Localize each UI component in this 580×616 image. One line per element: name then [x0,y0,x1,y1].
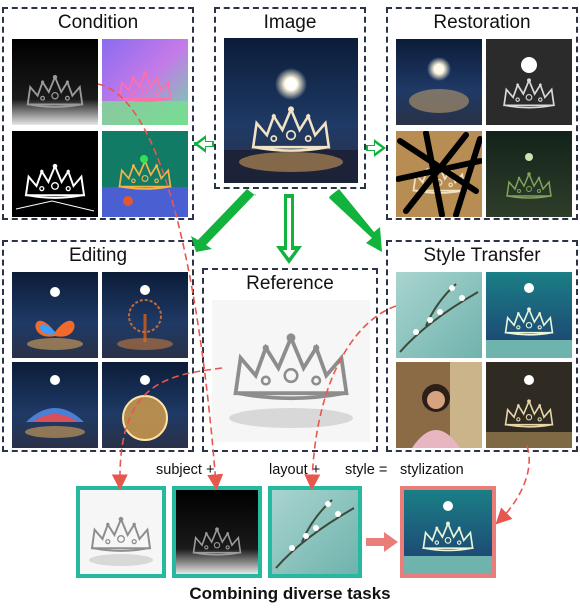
green-arrow-to-restoration [366,139,386,157]
combo-depth-crown [172,486,262,578]
restoration-panel: Restoration [386,7,578,220]
style-thumb-almond-blossom [396,272,482,358]
caption-subject: subject + [156,462,214,478]
combo-stylization-result [400,486,496,578]
style-thumb-portrait-crown [486,362,572,448]
dashed-arrow-style-to-result [500,446,529,520]
combo-almond-style [268,486,362,578]
source-image-crown [224,38,358,183]
reference-image-crown [212,300,370,442]
editing-thumb-umbrella [12,362,98,448]
condition-panel: Condition [2,7,194,220]
green-arrow-to-condition [194,135,214,153]
editing-thumb-glass-sphere [102,362,188,448]
condition-thumb-depth-gray [12,39,98,125]
condition-thumb-canny-edges [12,131,98,217]
reference-panel: Reference [202,268,378,452]
restoration-thumb-low-light [486,131,572,217]
green-arrow-to-style-transfer [329,189,382,252]
panel-title-image: Image [216,12,364,34]
caption-style: style = [345,462,387,478]
combo-subject-crown [76,486,166,578]
style-thumb-portrait [396,362,482,448]
pink-arrow-to-result [366,532,398,552]
footer-caption: Combining diverse tasks [0,584,580,604]
style-thumb-almond-crown [486,272,572,358]
caption-layout: layout + [269,462,320,478]
condition-thumb-segmentation [102,131,188,217]
panel-title-style-transfer: Style Transfer [388,245,576,267]
panel-title-editing: Editing [4,245,192,267]
panel-title-restoration: Restoration [388,12,576,34]
green-arrow-to-editing [191,189,256,252]
image-panel: Image [214,7,366,189]
editing-panel: Editing [2,240,194,452]
restoration-thumb-grayscale [486,39,572,125]
editing-thumb-tree [102,272,188,358]
restoration-thumb-blurred [396,39,482,125]
style-transfer-panel: Style Transfer [386,240,578,452]
editing-thumb-butterfly [12,272,98,358]
caption-stylization: stylization [400,462,464,478]
green-arrow-to-reference [276,194,302,264]
panel-title-condition: Condition [4,12,192,34]
condition-thumb-normal-map [102,39,188,125]
restoration-thumb-scribble-mask [396,131,482,217]
panel-title-reference: Reference [204,273,376,295]
